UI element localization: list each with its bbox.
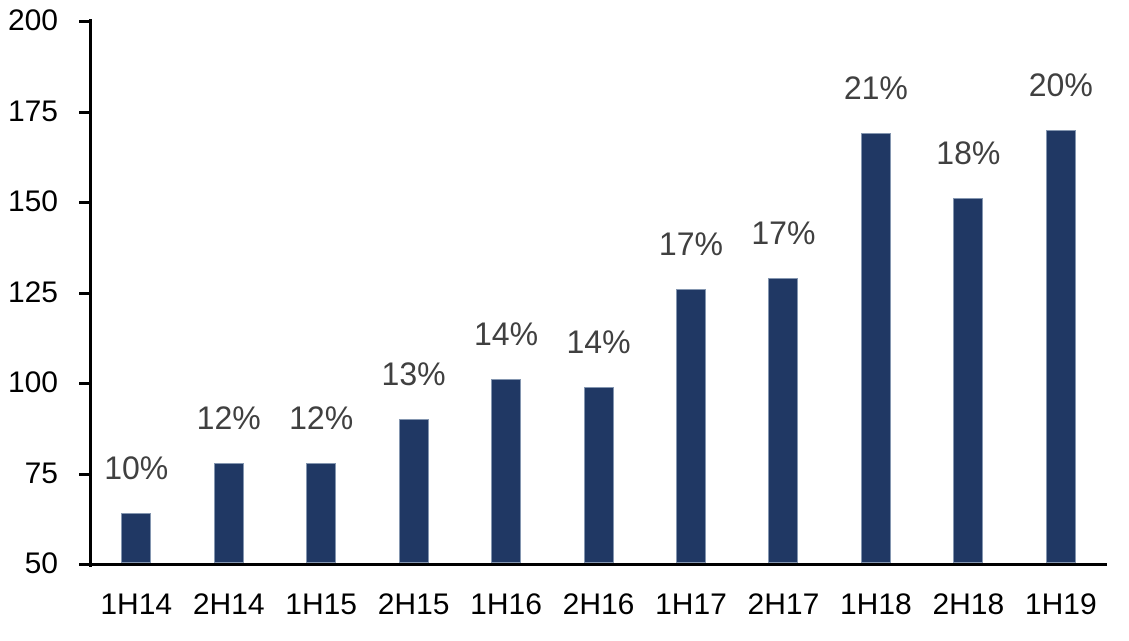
x-category-label: 2H14 (192, 588, 265, 621)
x-category-label: 1H18 (840, 588, 912, 621)
bar-data-label: 17% (751, 215, 816, 252)
bar-data-label: 20% (1028, 66, 1093, 103)
bar-data-label: 14% (474, 316, 539, 353)
bar-1H15 (306, 462, 337, 563)
x-category-label: 2H15 (377, 588, 450, 621)
bar-data-label: 17% (658, 225, 723, 262)
y-tick-mark (79, 110, 89, 114)
bar-1H14 (121, 513, 152, 563)
y-tick-label: 50 (24, 547, 58, 580)
bar-data-label: 18% (936, 135, 1001, 172)
x-category-label: 2H17 (747, 588, 820, 621)
y-tick-mark (79, 20, 89, 23)
bar-data-label: 10% (104, 450, 169, 487)
y-tick-label: 75 (24, 456, 58, 490)
bar-2H14 (213, 462, 244, 563)
bar-2H17 (768, 278, 799, 563)
y-tick-mark (79, 382, 89, 385)
x-axis-line (86, 563, 1107, 566)
y-tick-label: 100 (7, 366, 58, 399)
bar-1H18 (860, 133, 891, 563)
x-category-label: 2H18 (932, 588, 1005, 621)
bar-1H17 (675, 288, 706, 563)
x-category-label: 1H16 (470, 588, 542, 621)
y-tick-label: 125 (7, 275, 58, 309)
bar-2H16 (583, 386, 614, 563)
y-tick-label: 175 (7, 94, 58, 128)
y-tick-mark (79, 472, 89, 476)
bar-1H19 (1045, 129, 1076, 563)
bar-data-label: 21% (843, 70, 908, 107)
x-category-label: 1H19 (1024, 588, 1097, 621)
bar-2H15 (398, 419, 429, 563)
y-tick-label: 200 (7, 4, 58, 37)
bar-data-label: 12% (196, 399, 261, 436)
y-tick-mark (79, 201, 89, 204)
bar-data-label: 13% (381, 356, 446, 393)
x-category-label: 1H17 (655, 588, 727, 621)
bar-1H16 (491, 379, 522, 563)
x-category-label: 1H14 (100, 588, 173, 621)
bar-data-label: 12% (289, 399, 354, 436)
bar-data-label: 14% (566, 323, 631, 360)
y-tick-mark (79, 563, 89, 566)
x-category-label: 2H16 (562, 588, 635, 621)
y-tick-label: 150 (7, 185, 58, 218)
y-tick-mark (79, 291, 89, 295)
y-axis-line (89, 19, 92, 567)
x-category-label: 1H15 (285, 588, 357, 621)
bar-2H18 (953, 198, 984, 563)
